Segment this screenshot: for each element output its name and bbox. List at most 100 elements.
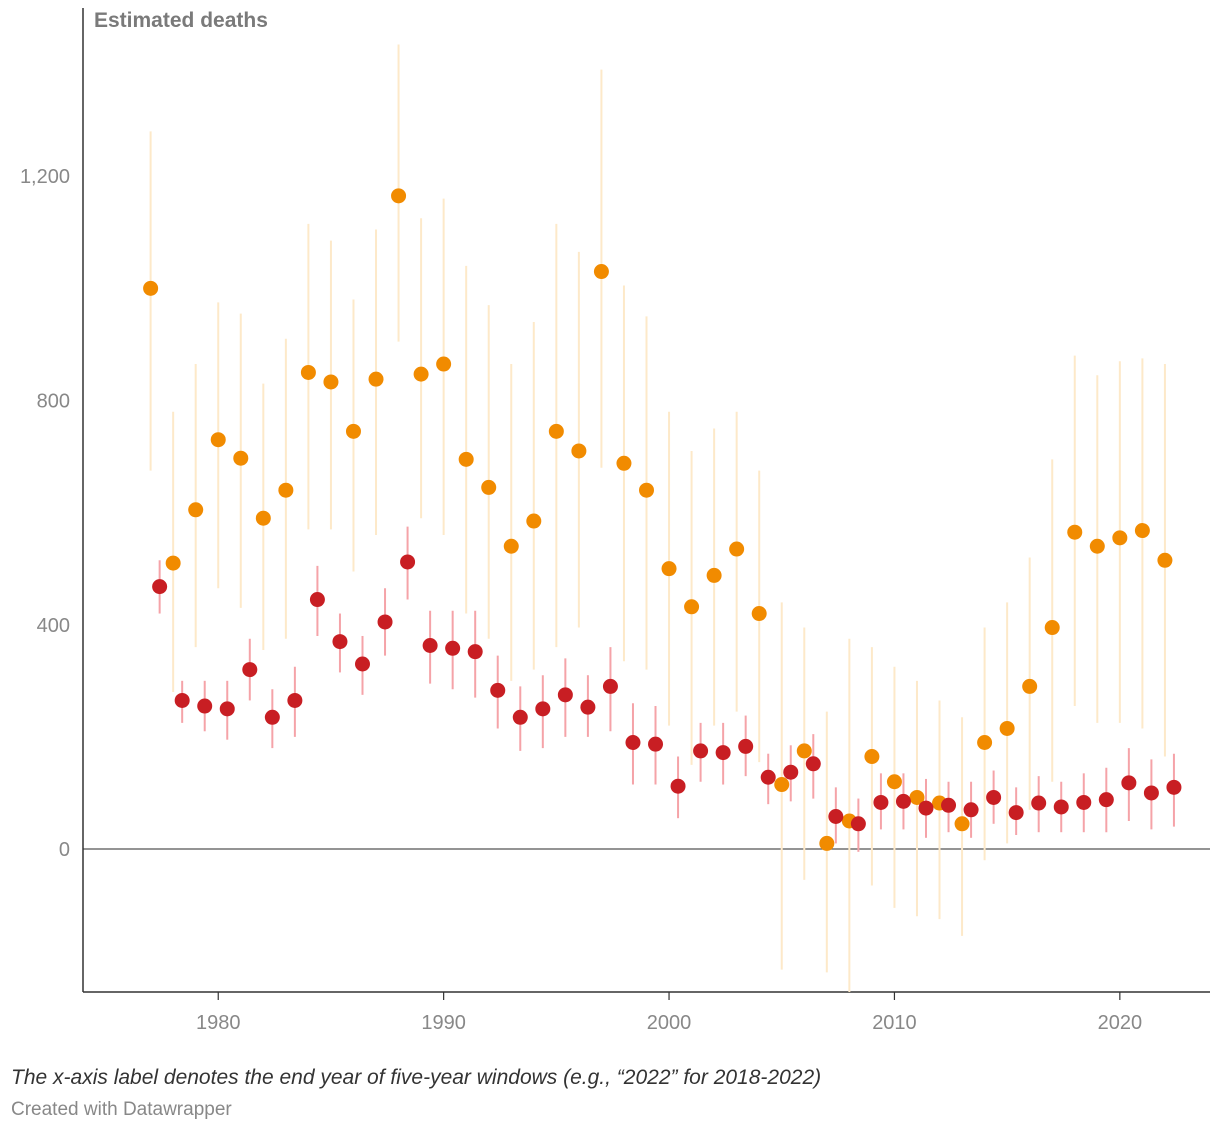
point-series-1 bbox=[165, 555, 181, 571]
point-series-1 bbox=[548, 423, 564, 439]
point-series-2 bbox=[512, 709, 528, 725]
point-series-2 bbox=[490, 682, 506, 698]
point-series-1 bbox=[188, 502, 204, 518]
point-series-2 bbox=[693, 743, 709, 759]
credit-line: Created with Datawrapper bbox=[11, 1099, 232, 1120]
point-series-2 bbox=[377, 614, 393, 630]
y-tick-label: 800 bbox=[37, 390, 70, 412]
point-series-2 bbox=[648, 736, 664, 752]
point-series-1 bbox=[639, 482, 654, 498]
point-series-2 bbox=[918, 800, 934, 816]
point-series-2 bbox=[850, 816, 866, 832]
point-series-1 bbox=[368, 371, 384, 387]
point-series-2 bbox=[941, 797, 957, 813]
point-series-2 bbox=[1053, 799, 1069, 815]
point-series-1 bbox=[864, 749, 880, 765]
point-series-1 bbox=[1044, 620, 1060, 636]
point-series-1 bbox=[345, 423, 361, 439]
point-series-1 bbox=[300, 364, 316, 380]
point-series-1 bbox=[751, 606, 767, 622]
point-series-2 bbox=[1121, 775, 1137, 791]
point-series-2 bbox=[219, 701, 235, 717]
x-tick-label: 2010 bbox=[872, 1012, 917, 1034]
point-series-1 bbox=[1022, 678, 1038, 694]
point-series-2 bbox=[445, 640, 461, 656]
point-series-2 bbox=[670, 778, 686, 794]
point-series-2 bbox=[986, 789, 1002, 805]
point-series-2 bbox=[174, 692, 190, 708]
point-series-1 bbox=[571, 443, 587, 459]
point-series-1 bbox=[729, 541, 745, 557]
point-series-1 bbox=[999, 720, 1015, 736]
error-bars bbox=[149, 44, 1175, 992]
footnote: The x-axis label denotes the end year of… bbox=[11, 1066, 822, 1089]
y-tick-label: 0 bbox=[59, 839, 70, 861]
point-series-1 bbox=[436, 356, 452, 372]
point-series-1 bbox=[796, 743, 812, 759]
point-series-2 bbox=[1076, 794, 1092, 810]
point-series-2 bbox=[152, 579, 168, 595]
point-series-1 bbox=[977, 734, 993, 750]
point-series-1 bbox=[458, 451, 474, 467]
point-series-2 bbox=[557, 687, 573, 703]
point-series-1 bbox=[1112, 530, 1128, 546]
point-series-2 bbox=[354, 656, 370, 672]
point-series-2 bbox=[602, 678, 618, 694]
point-series-1 bbox=[1134, 523, 1150, 539]
point-series-1 bbox=[616, 455, 632, 471]
y-axis-title: Estimated deaths bbox=[94, 9, 268, 32]
point-series-1 bbox=[1067, 524, 1083, 540]
point-series-1 bbox=[954, 816, 970, 832]
point-series-1 bbox=[593, 264, 609, 280]
point-series-2 bbox=[1143, 785, 1159, 801]
point-series-2 bbox=[738, 738, 754, 754]
point-series-2 bbox=[1008, 805, 1024, 821]
point-series-2 bbox=[1166, 779, 1182, 795]
point-series-1 bbox=[886, 774, 902, 790]
point-series-2 bbox=[287, 692, 303, 708]
point-series-1 bbox=[255, 510, 271, 526]
point-series-1 bbox=[278, 482, 294, 498]
point-series-1 bbox=[210, 432, 226, 448]
point-series-2 bbox=[422, 637, 438, 653]
x-tick-label: 1990 bbox=[421, 1012, 466, 1034]
point-series-2 bbox=[963, 802, 979, 818]
point-series-2 bbox=[242, 662, 258, 678]
chart: 0 400 800 1,200 1980 1990 2000 2010 2020 Estima… bbox=[20, 8, 1210, 1034]
x-tick-label: 2000 bbox=[647, 1012, 692, 1034]
y-axis-ticks: 0 400 800 1,200 bbox=[20, 166, 70, 861]
point-series-2 bbox=[535, 701, 551, 717]
point-series-2 bbox=[783, 764, 799, 780]
x-axis-ticks: 1980 1990 2000 2010 2020 bbox=[196, 992, 1142, 1034]
point-series-1 bbox=[706, 567, 722, 583]
point-series-1 bbox=[909, 789, 925, 805]
y-tick-label: 1,200 bbox=[20, 166, 70, 188]
point-series-1 bbox=[774, 777, 790, 793]
point-series-1 bbox=[526, 513, 542, 529]
point-series-1 bbox=[233, 450, 249, 466]
point-series-2 bbox=[197, 698, 213, 714]
point-series-1 bbox=[391, 188, 407, 204]
point-series-2 bbox=[400, 554, 416, 570]
point-series-1 bbox=[819, 835, 835, 851]
point-series-2 bbox=[580, 699, 596, 715]
point-series-2 bbox=[309, 592, 325, 608]
point-series-2 bbox=[873, 794, 889, 810]
point-series-1 bbox=[661, 561, 677, 577]
point-series-2 bbox=[467, 644, 483, 660]
point-series-1 bbox=[413, 366, 429, 382]
data-points bbox=[143, 188, 1182, 851]
point-series-1 bbox=[481, 479, 497, 495]
point-series-2 bbox=[332, 634, 348, 650]
point-series-2 bbox=[1098, 792, 1114, 808]
point-series-1 bbox=[684, 599, 700, 615]
point-series-2 bbox=[264, 709, 280, 725]
point-series-1 bbox=[503, 538, 519, 554]
y-tick-label: 400 bbox=[37, 615, 70, 637]
point-series-2 bbox=[805, 756, 821, 772]
point-series-2 bbox=[1031, 795, 1047, 811]
point-series-2 bbox=[715, 745, 731, 761]
point-series-2 bbox=[828, 809, 844, 825]
x-tick-label: 2020 bbox=[1098, 1012, 1143, 1034]
point-series-2 bbox=[895, 793, 911, 809]
